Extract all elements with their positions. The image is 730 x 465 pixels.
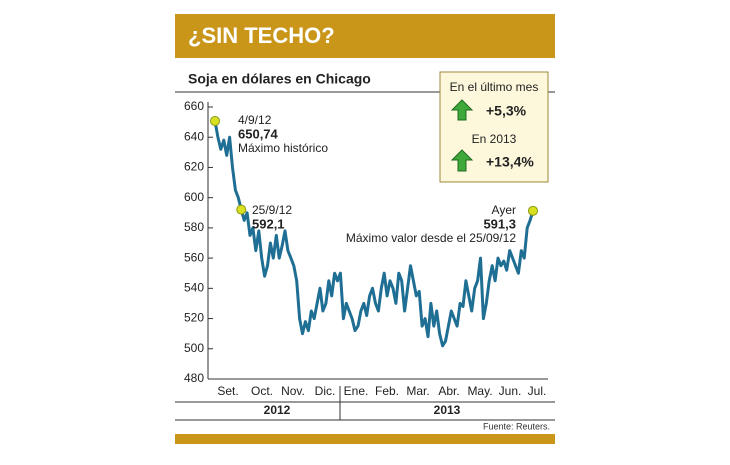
x-tick-label: Abr. [438,384,459,398]
header-bar [175,14,555,58]
highlight-point [210,115,220,126]
annotation-value: 650,74 [238,126,279,141]
annotation-date: Ayer [492,203,516,217]
footer-bar [175,434,555,444]
annotation-note: Máximo valor desde el 25/09/12 [346,231,516,245]
highlight-point [236,204,247,215]
y-tick-label: 520 [184,311,204,325]
y-tick-label: 540 [184,281,204,295]
annotation-note: Máximo histórico [238,141,328,155]
y-tick-label: 600 [184,190,204,204]
x-tick-label: Jun. [499,384,522,398]
annotation-date: 25/9/12 [252,203,292,217]
change-label: En el último mes [450,80,539,94]
annotation-value: 591,3 [483,216,516,231]
chart-title: ¿SIN TECHO? [188,23,335,48]
change-value: +5,3% [486,103,527,119]
chart-subtitle: Soja en dólares en Chicago [188,71,371,87]
change-label: En 2013 [472,132,517,146]
x-tick-label: Mar. [406,384,429,398]
up-arrow [450,99,474,121]
y-tick-label: 500 [184,341,204,355]
price-line [213,120,535,348]
annotation-date: 4/9/12 [238,113,272,127]
highlight-point [528,205,538,216]
y-tick-label: 660 [184,99,204,113]
x-tick-label: Nov. [281,384,305,398]
y-tick-label: 560 [184,250,204,264]
source: Fuente: Reuters. [483,421,550,431]
x-tick-label: Oct. [251,384,273,398]
x-tick-label: Dic. [315,384,336,398]
x-tick-label: Ene. [344,384,369,398]
y-tick-label: 620 [184,160,204,174]
annotation-value: 592,1 [252,216,285,231]
year-label: 2012 [264,403,291,417]
x-tick-label: Set. [217,384,238,398]
x-tick-label: Feb. [375,384,399,398]
change-value: +13,4% [486,154,534,170]
y-tick-label: 580 [184,220,204,234]
change-box [439,71,549,183]
x-tick-label: Jul. [528,384,547,398]
year-label: 2013 [434,403,461,417]
up-arrow [450,149,474,172]
x-tick-label: May. [467,384,492,398]
y-tick-label: 640 [184,129,204,143]
y-tick-label: 480 [184,371,204,385]
